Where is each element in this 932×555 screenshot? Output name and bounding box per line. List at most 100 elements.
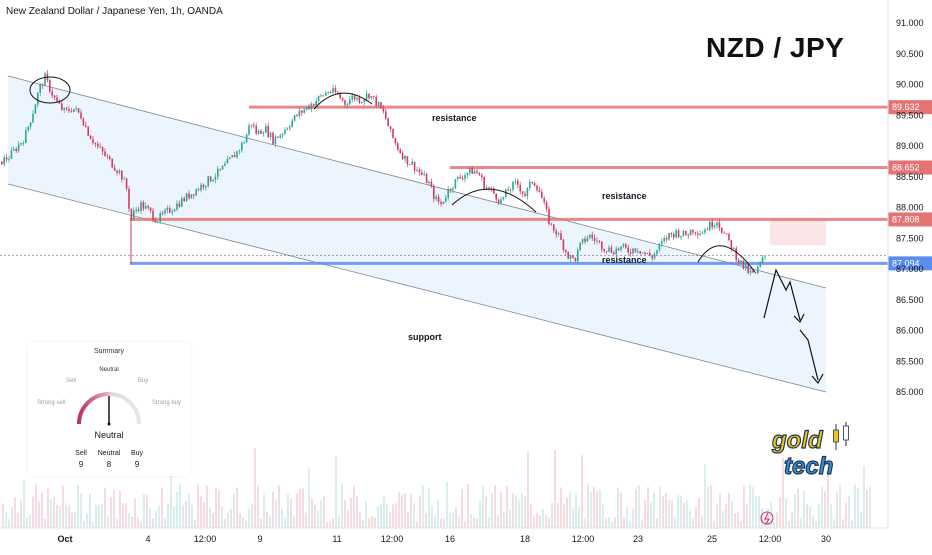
candle <box>409 164 411 165</box>
time-axis-tick: 12:00 <box>572 534 595 544</box>
volume-bar <box>437 499 439 528</box>
candle <box>598 240 601 242</box>
candle <box>135 209 137 211</box>
volume-bar <box>203 501 205 528</box>
candle <box>32 113 34 123</box>
candle <box>519 184 521 192</box>
candle <box>723 232 725 234</box>
candle <box>682 230 685 236</box>
candle <box>413 161 416 171</box>
candle <box>605 251 608 252</box>
candle <box>255 126 257 134</box>
candle <box>373 96 375 97</box>
candle <box>313 103 315 106</box>
volume-bar <box>191 505 193 528</box>
candle <box>392 128 394 138</box>
volume-bar <box>452 512 454 528</box>
candle <box>53 95 56 98</box>
volume-bar <box>857 487 859 528</box>
volume-bar <box>128 513 130 528</box>
volume-bar <box>479 500 481 528</box>
volume-bar <box>383 496 385 528</box>
volume-bar <box>2 503 4 528</box>
sell-count-label: Sell <box>75 450 87 457</box>
candle <box>725 233 728 235</box>
volume-bar <box>554 450 556 528</box>
gauge-sell-label: Sell <box>66 378 77 384</box>
candle <box>692 229 694 233</box>
volume-bar <box>89 493 91 528</box>
candle <box>685 230 687 235</box>
volume-bar <box>506 485 508 528</box>
candle <box>279 135 281 138</box>
time-axis-tick: 4 <box>145 534 150 544</box>
volume-bar <box>797 488 799 528</box>
candle <box>1 161 3 165</box>
price-axis-tick: 89.500 <box>896 110 924 120</box>
candle <box>358 97 361 103</box>
candle <box>632 248 634 254</box>
volume-bar <box>761 508 763 528</box>
candle <box>176 203 178 210</box>
candle <box>17 144 20 152</box>
gauge-strong-sell-label: Strong sell <box>37 400 66 406</box>
candle <box>207 176 209 186</box>
candle <box>269 132 272 137</box>
logo-text-gold: gold <box>771 427 824 454</box>
candle <box>637 251 639 252</box>
volume-bar <box>728 492 730 528</box>
candle <box>533 183 536 186</box>
candle <box>497 199 500 203</box>
volume-bar <box>143 493 145 528</box>
candle <box>85 125 87 127</box>
candle <box>368 93 370 99</box>
candle <box>157 221 159 223</box>
candle <box>205 185 207 188</box>
volume-bar <box>818 503 820 528</box>
volume-bar <box>251 503 253 528</box>
volume-bar <box>836 492 838 528</box>
goldtech-logo: gold tech <box>770 422 849 480</box>
volume-bar <box>482 485 484 528</box>
volume-bar <box>425 513 427 528</box>
volume-bar <box>500 491 502 528</box>
volume-bar <box>266 511 268 528</box>
pair-label: NZD / JPY <box>706 32 845 63</box>
volume-bar <box>494 485 496 528</box>
price-tag-value: 87.808 <box>892 214 920 224</box>
volume-bar <box>413 503 415 528</box>
volume-bar <box>170 464 172 528</box>
alert-icon[interactable] <box>760 511 774 525</box>
candle <box>553 224 555 231</box>
volume-bar <box>638 485 640 528</box>
candle <box>34 104 37 114</box>
volume-bar <box>587 484 589 528</box>
candle <box>529 181 531 188</box>
lightning-icon <box>764 512 770 525</box>
candle <box>437 196 440 203</box>
candle <box>620 246 622 250</box>
candle <box>20 142 22 145</box>
candle <box>289 126 291 129</box>
candle <box>543 198 545 203</box>
volume-bar <box>278 485 280 528</box>
volume-bar <box>617 487 619 528</box>
candle <box>397 143 399 150</box>
candle <box>190 194 193 199</box>
volume-bar <box>545 515 547 528</box>
volume-bar <box>257 486 259 528</box>
price-tag-resistance <box>888 212 932 227</box>
candle <box>447 188 449 198</box>
candle <box>238 150 241 152</box>
candle <box>471 168 473 174</box>
candle <box>459 176 461 179</box>
projection-path <box>799 329 819 381</box>
volume-bar <box>785 498 787 528</box>
volume-bar <box>674 516 676 528</box>
volume-bar <box>563 503 565 528</box>
candle <box>718 222 721 228</box>
candle <box>572 255 574 258</box>
candle <box>149 207 152 211</box>
